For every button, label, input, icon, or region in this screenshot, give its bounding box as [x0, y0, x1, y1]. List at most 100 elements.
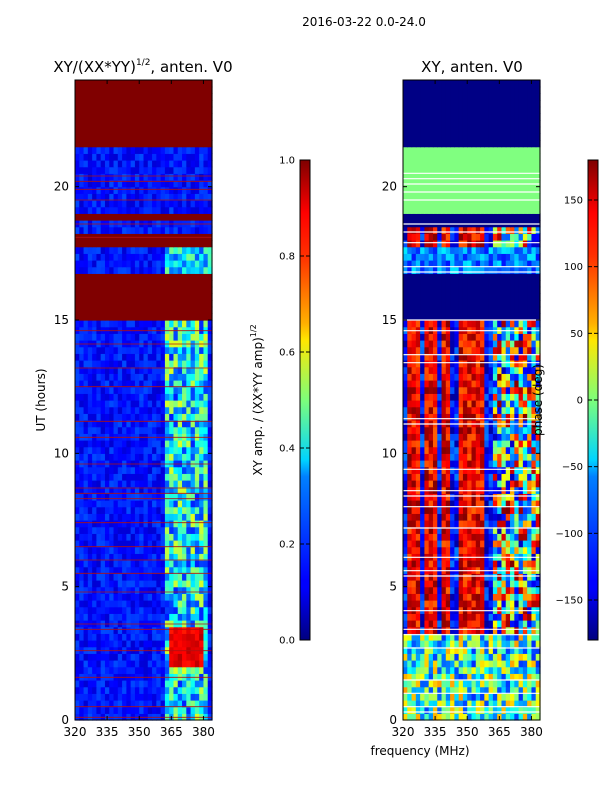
heatmap-cell	[501, 706, 507, 714]
heatmap-cell	[109, 560, 115, 568]
heatmap-cell	[207, 446, 213, 454]
heatmap-cell	[531, 686, 537, 694]
heatmap-cell	[484, 360, 490, 368]
heatmap-cell	[428, 426, 434, 434]
heatmap-cell	[139, 600, 145, 608]
heatmap-cell	[117, 440, 123, 448]
heatmap-cell	[173, 373, 179, 381]
heatmap-cell	[83, 473, 89, 481]
heatmap-cell	[432, 686, 438, 694]
heatmap-cell	[531, 706, 537, 714]
heatmap-cell	[143, 266, 149, 274]
heatmap-cell	[480, 406, 485, 414]
heatmap-cell	[527, 366, 533, 374]
heatmap-cell	[510, 680, 515, 688]
heatmap-cell	[113, 600, 119, 608]
heatmap-cell	[182, 226, 187, 234]
heatmap-cell	[522, 460, 528, 468]
heatmap-cell	[164, 580, 170, 588]
heatmap-cell	[531, 353, 537, 361]
heatmap-cell	[87, 640, 93, 648]
heatmap-cell	[445, 473, 451, 481]
heatmap-cell	[207, 413, 213, 421]
heatmap-cell	[458, 653, 464, 661]
heatmap-cell	[169, 573, 175, 581]
heatmap-cell	[501, 526, 507, 534]
heatmap-cell	[156, 120, 162, 128]
heatmap-cell	[130, 513, 136, 521]
heatmap-cell	[480, 426, 485, 434]
heatmap-cell	[424, 400, 430, 408]
heatmap-cell	[104, 300, 110, 308]
heatmap-cell	[173, 226, 179, 234]
heatmap-cell	[160, 526, 166, 534]
heatmap-cell	[497, 400, 503, 408]
heatmap-cell	[514, 500, 520, 508]
heatmap-cell	[96, 540, 102, 548]
heatmap-cell	[122, 226, 127, 234]
heatmap-cell	[122, 613, 127, 621]
heatmap-cell	[505, 406, 511, 414]
heatmap-cell	[92, 400, 98, 408]
heatmap-cell	[143, 580, 149, 588]
heatmap-cell	[130, 466, 136, 474]
heatmap-cell	[441, 586, 447, 594]
heatmap-cell	[96, 280, 102, 288]
heatmap-cell	[527, 626, 533, 634]
heatmap-cell	[182, 700, 187, 708]
heatmap-cell	[535, 660, 541, 668]
heatmap-cell	[130, 120, 136, 128]
heatmap-cell	[488, 400, 494, 408]
heatmap-cell	[186, 226, 192, 234]
heatmap-cell	[471, 573, 477, 581]
heatmap-cell	[104, 480, 110, 488]
heatmap-cell	[156, 200, 162, 208]
heatmap-cell	[126, 586, 132, 594]
heatmap-cell	[96, 480, 102, 488]
heatmap-cell	[535, 506, 541, 514]
heatmap-cell	[207, 466, 213, 474]
heatmap-cell	[186, 606, 192, 614]
heatmap-cell	[535, 600, 541, 608]
heatmap-cell	[130, 526, 136, 534]
heatmap-cell	[177, 540, 183, 548]
heatmap-cell	[458, 526, 464, 534]
heatmap-cell	[117, 693, 123, 701]
heatmap-cell	[160, 500, 166, 508]
heatmap-cell	[126, 553, 132, 561]
heatmap-cell	[501, 680, 507, 688]
heatmap-cell	[186, 306, 192, 314]
heatmap-cell	[113, 566, 119, 574]
heatmap-cell	[441, 400, 447, 408]
heatmap-cell	[104, 513, 110, 521]
heatmap-cell	[143, 213, 149, 221]
heatmap-cell	[505, 673, 511, 681]
heatmap-cell	[104, 633, 110, 641]
heatmap-cell	[134, 540, 140, 548]
heatmap-cell	[92, 466, 98, 474]
heatmap-cell	[467, 360, 473, 368]
heatmap-cell	[96, 660, 102, 668]
heatmap-cell	[415, 506, 421, 514]
heatmap-cell	[156, 533, 162, 541]
heatmap-cell	[203, 413, 209, 421]
heatmap-cell	[173, 240, 179, 248]
heatmap-cell	[432, 400, 438, 408]
heatmap-cell	[527, 446, 533, 454]
heatmap-cell	[514, 693, 520, 701]
heatmap-cell	[164, 686, 170, 694]
heatmap-cell	[467, 400, 473, 408]
heatmap-cell	[143, 193, 149, 201]
heatmap-cell	[156, 493, 162, 501]
heatmap-cell	[139, 580, 145, 588]
heatmap-cell	[92, 526, 98, 534]
heatmap-cell	[531, 393, 537, 401]
heatmap-cell	[203, 640, 209, 648]
heatmap-cell	[510, 560, 515, 568]
heatmap-cell	[79, 540, 85, 548]
heatmap-cell	[130, 420, 136, 428]
heatmap-cell	[514, 453, 520, 461]
heatmap-cell	[156, 680, 162, 688]
heatmap-cell	[190, 153, 196, 161]
heatmap-cell	[501, 633, 507, 641]
